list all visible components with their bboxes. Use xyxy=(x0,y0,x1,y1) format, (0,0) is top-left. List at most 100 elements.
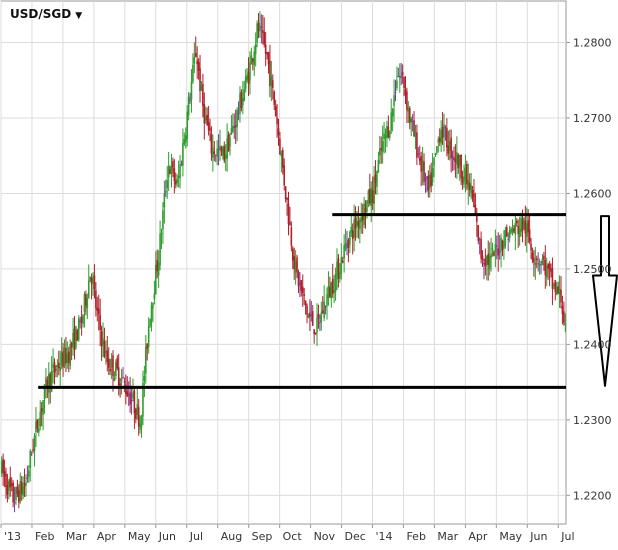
y-tick-label: 1.2400 xyxy=(573,338,612,351)
y-tick-label: 1.2500 xyxy=(573,263,612,276)
x-tick-label: Dec xyxy=(345,530,366,543)
candle-body xyxy=(299,283,301,285)
candle-body xyxy=(207,122,210,131)
candle-body xyxy=(426,177,428,179)
candle-body xyxy=(293,256,296,270)
candle-body xyxy=(297,272,300,287)
candle-body xyxy=(169,169,171,174)
candle-body xyxy=(25,482,27,486)
candle-body xyxy=(457,155,460,169)
candle-body xyxy=(440,129,442,144)
candle-body xyxy=(454,159,457,162)
symbol-label: USD/SGD xyxy=(10,7,72,21)
candle-body xyxy=(350,226,353,233)
candle-body xyxy=(438,137,441,142)
candle-body xyxy=(140,416,143,428)
candle-body xyxy=(319,322,321,324)
candle-body xyxy=(193,57,196,64)
candle-body xyxy=(379,148,381,156)
candle-body xyxy=(551,268,554,289)
candle-body xyxy=(460,154,462,179)
candle-body xyxy=(89,276,91,282)
candle-body xyxy=(544,259,547,276)
candle-body xyxy=(309,312,311,317)
candle-body xyxy=(491,248,494,250)
candle-body xyxy=(513,228,515,232)
candle-body xyxy=(433,157,435,166)
candle-body xyxy=(106,350,109,363)
candle-body xyxy=(162,210,164,230)
symbol-selector[interactable]: USD/SGD ▼ xyxy=(10,7,82,21)
candle-body xyxy=(289,222,291,225)
candle-body xyxy=(494,244,497,252)
candle-body xyxy=(458,154,461,167)
candle-body xyxy=(300,280,303,291)
candle-body xyxy=(29,450,32,468)
candle-body xyxy=(145,346,147,374)
candle-body xyxy=(32,449,34,451)
candle-body xyxy=(26,477,29,479)
candle-body xyxy=(186,111,188,140)
candle-body xyxy=(360,217,363,223)
candle-body xyxy=(346,243,348,245)
candle-body xyxy=(149,319,151,327)
candle-body xyxy=(321,310,324,314)
candle-body xyxy=(397,75,400,77)
candle-body xyxy=(129,392,131,405)
candle-body xyxy=(351,230,354,239)
candle-body xyxy=(387,126,390,138)
candle-body xyxy=(122,376,124,378)
candle-body xyxy=(8,481,10,491)
candle-body xyxy=(505,227,508,237)
candle-body xyxy=(60,352,63,366)
candle-body xyxy=(356,221,358,227)
candle-body xyxy=(533,257,535,263)
candle-body xyxy=(557,286,559,294)
y-tick-label: 1.2700 xyxy=(573,112,612,125)
candle-body xyxy=(270,76,273,86)
candle-body xyxy=(39,411,42,427)
candle-body xyxy=(384,135,387,138)
candle-body xyxy=(326,294,328,306)
candle-body xyxy=(370,188,373,206)
candle-body xyxy=(476,215,478,222)
candle-body xyxy=(416,132,418,158)
candle-body xyxy=(244,76,247,89)
candle-body xyxy=(12,482,14,503)
candle-body xyxy=(53,362,56,373)
candle-body xyxy=(273,91,276,105)
candle-body xyxy=(102,338,104,345)
candle-body xyxy=(30,453,33,455)
candle-body xyxy=(36,419,39,429)
candle-body xyxy=(334,273,337,293)
candle-body xyxy=(139,423,141,430)
candle-body xyxy=(507,238,510,240)
candle-body xyxy=(296,257,298,272)
candle-body xyxy=(303,294,305,297)
candle-body xyxy=(6,485,9,495)
candle-body xyxy=(203,104,206,124)
candle-body xyxy=(212,147,214,158)
candle-body xyxy=(410,118,412,123)
candle-body xyxy=(126,391,129,397)
candle-body xyxy=(10,483,13,486)
candle-body xyxy=(310,314,313,316)
candle-body xyxy=(197,62,200,71)
candle-body xyxy=(487,253,490,265)
candle-body xyxy=(377,159,380,173)
candle-body xyxy=(209,128,211,131)
candle-body xyxy=(182,143,184,166)
candle-body xyxy=(436,146,438,153)
candle-body xyxy=(498,251,501,253)
candle-body xyxy=(20,481,23,494)
candle-body xyxy=(376,171,378,187)
x-tick-label: Sep xyxy=(252,530,273,543)
candle-body xyxy=(518,228,521,237)
candle-body xyxy=(274,106,277,117)
candle-body xyxy=(105,350,107,353)
candle-body xyxy=(176,179,179,183)
x-tick-label: Jun xyxy=(158,530,176,543)
candle-body xyxy=(316,317,318,333)
candle-body xyxy=(446,127,448,148)
candle-body xyxy=(279,138,281,155)
